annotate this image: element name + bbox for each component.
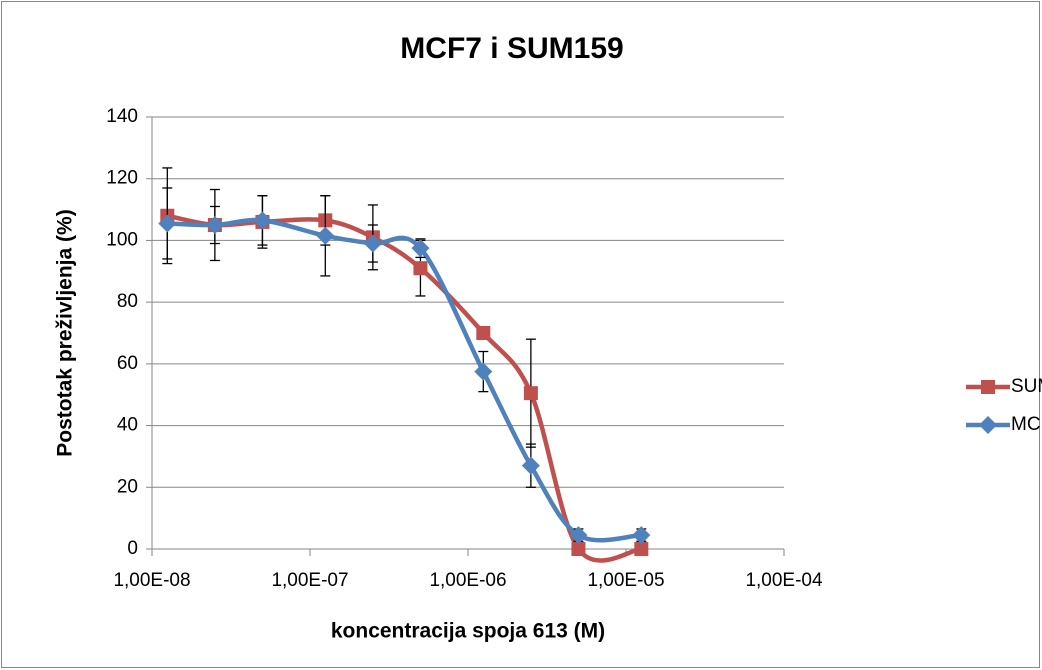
data-point bbox=[634, 542, 649, 556]
data-point bbox=[521, 456, 540, 475]
y-tick-label: 20 bbox=[117, 476, 138, 497]
data-point bbox=[363, 234, 382, 253]
x-axis-label: koncentracija spoja 613 (M) bbox=[331, 620, 605, 643]
x-tick-label: 1,00E-07 bbox=[271, 570, 348, 591]
data-point bbox=[476, 326, 491, 340]
legend-label: SUM159 bbox=[1011, 376, 1042, 397]
y-tick-label: 120 bbox=[106, 168, 138, 189]
data-point bbox=[474, 362, 493, 381]
legend-marker bbox=[979, 416, 997, 434]
y-tick-label: 40 bbox=[117, 415, 138, 436]
data-point bbox=[253, 211, 272, 230]
data-point bbox=[413, 261, 428, 276]
data-point bbox=[523, 386, 538, 401]
data-point bbox=[569, 526, 588, 545]
x-tick-label: 1,00E-05 bbox=[587, 570, 664, 591]
y-tick-label: 80 bbox=[117, 291, 138, 312]
data-point bbox=[632, 526, 651, 545]
y-tick-label: 140 bbox=[106, 106, 138, 127]
legend-marker bbox=[981, 380, 995, 394]
x-tick-label: 1,00E-04 bbox=[745, 570, 823, 591]
data-point bbox=[158, 214, 177, 233]
y-tick-label: 60 bbox=[117, 353, 138, 374]
x-tick-label: 1,00E-08 bbox=[113, 570, 190, 591]
data-point bbox=[205, 216, 224, 234]
y-tick-label: 0 bbox=[127, 538, 138, 559]
data-point bbox=[316, 226, 335, 245]
y-axis-label: Postotak preživljenja (%) bbox=[54, 209, 77, 456]
x-tick-label: 1,00E-06 bbox=[429, 570, 506, 591]
data-point bbox=[411, 239, 430, 258]
legend-label: MCF7 bbox=[1011, 414, 1042, 435]
data-point bbox=[571, 542, 586, 556]
y-tick-label: 100 bbox=[106, 229, 138, 250]
chart-title: MCF7 i SUM159 bbox=[400, 32, 623, 65]
